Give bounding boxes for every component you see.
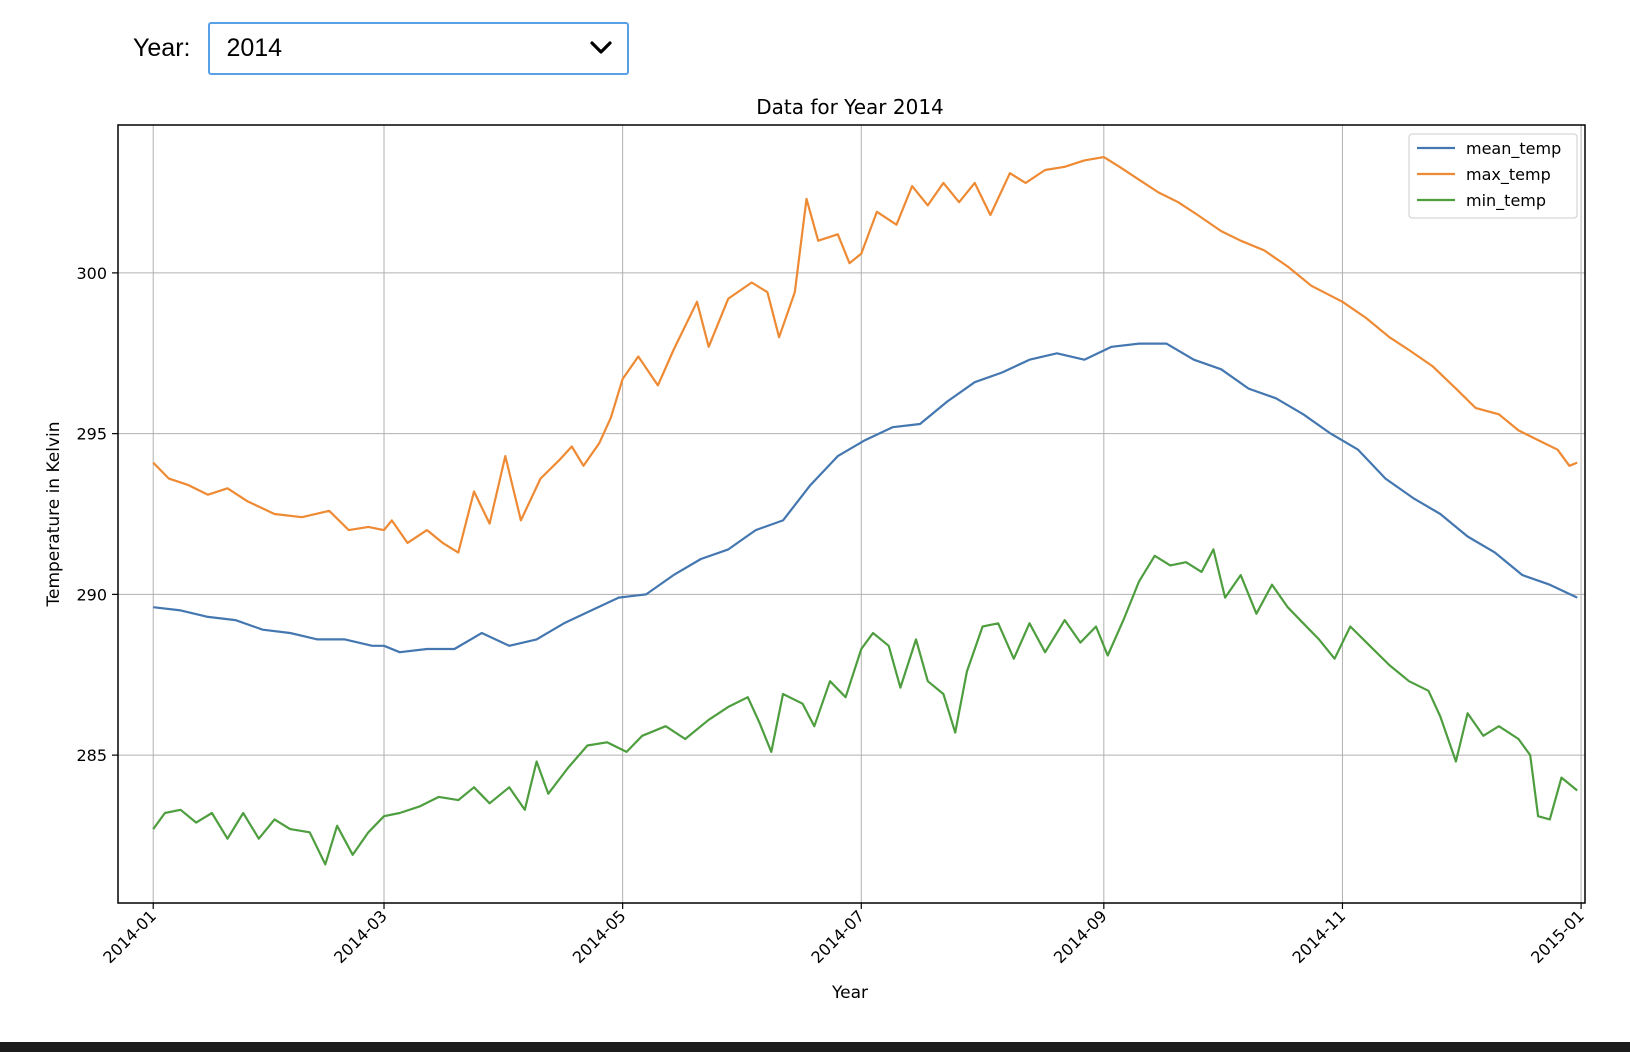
series-line-mean-temp <box>153 342 1578 654</box>
y-tick-label: 295 <box>76 425 107 444</box>
x-axis-ticks: 2014-01 2014-03 2014-05 2014-07 2014-09 2014-… <box>99 903 1588 967</box>
x-tick-label: 2014-01 <box>99 906 160 967</box>
x-tick-label: 2014-03 <box>330 906 391 967</box>
x-tick-label: 2015-01 <box>1527 906 1588 967</box>
plot-frame <box>117 124 1586 904</box>
x-tick-label: 2014-07 <box>807 906 868 967</box>
legend-box <box>1408 133 1578 219</box>
x-tick-label: 2014-09 <box>1050 906 1111 967</box>
legend-label: mean_temp <box>1466 139 1561 159</box>
y-axis-label: Temperature in Kelvin <box>44 421 64 607</box>
legend-label: max_temp <box>1466 165 1551 185</box>
series-lines <box>152 156 1578 866</box>
chart-title: Data for Year 2014 <box>756 95 944 119</box>
x-tick-label: 2014-05 <box>569 906 630 967</box>
year-select-value: 2014 <box>226 34 283 62</box>
x-tick-label: 2014-11 <box>1289 906 1350 967</box>
x-axis-label: Year <box>831 983 868 1003</box>
bottom-bar <box>0 1042 1630 1052</box>
legend: mean_temp max_temp min_temp <box>1408 133 1578 219</box>
y-tick-label: 290 <box>76 585 107 604</box>
y-tick-label: 300 <box>76 264 107 283</box>
year-select[interactable]: 2014 <box>208 22 630 75</box>
legend-label: min_temp <box>1466 191 1546 211</box>
y-tick-label: 285 <box>76 746 107 765</box>
year-label: Year: <box>133 34 191 62</box>
year-controls: Year: 2014 <box>133 21 630 76</box>
series-line-max-temp <box>152 156 1578 554</box>
y-axis-ticks: 285 290 295 300 <box>76 264 118 765</box>
chevron-down-icon <box>590 41 613 54</box>
grid-lines <box>118 125 1585 903</box>
series-line-min-temp <box>152 548 1578 866</box>
